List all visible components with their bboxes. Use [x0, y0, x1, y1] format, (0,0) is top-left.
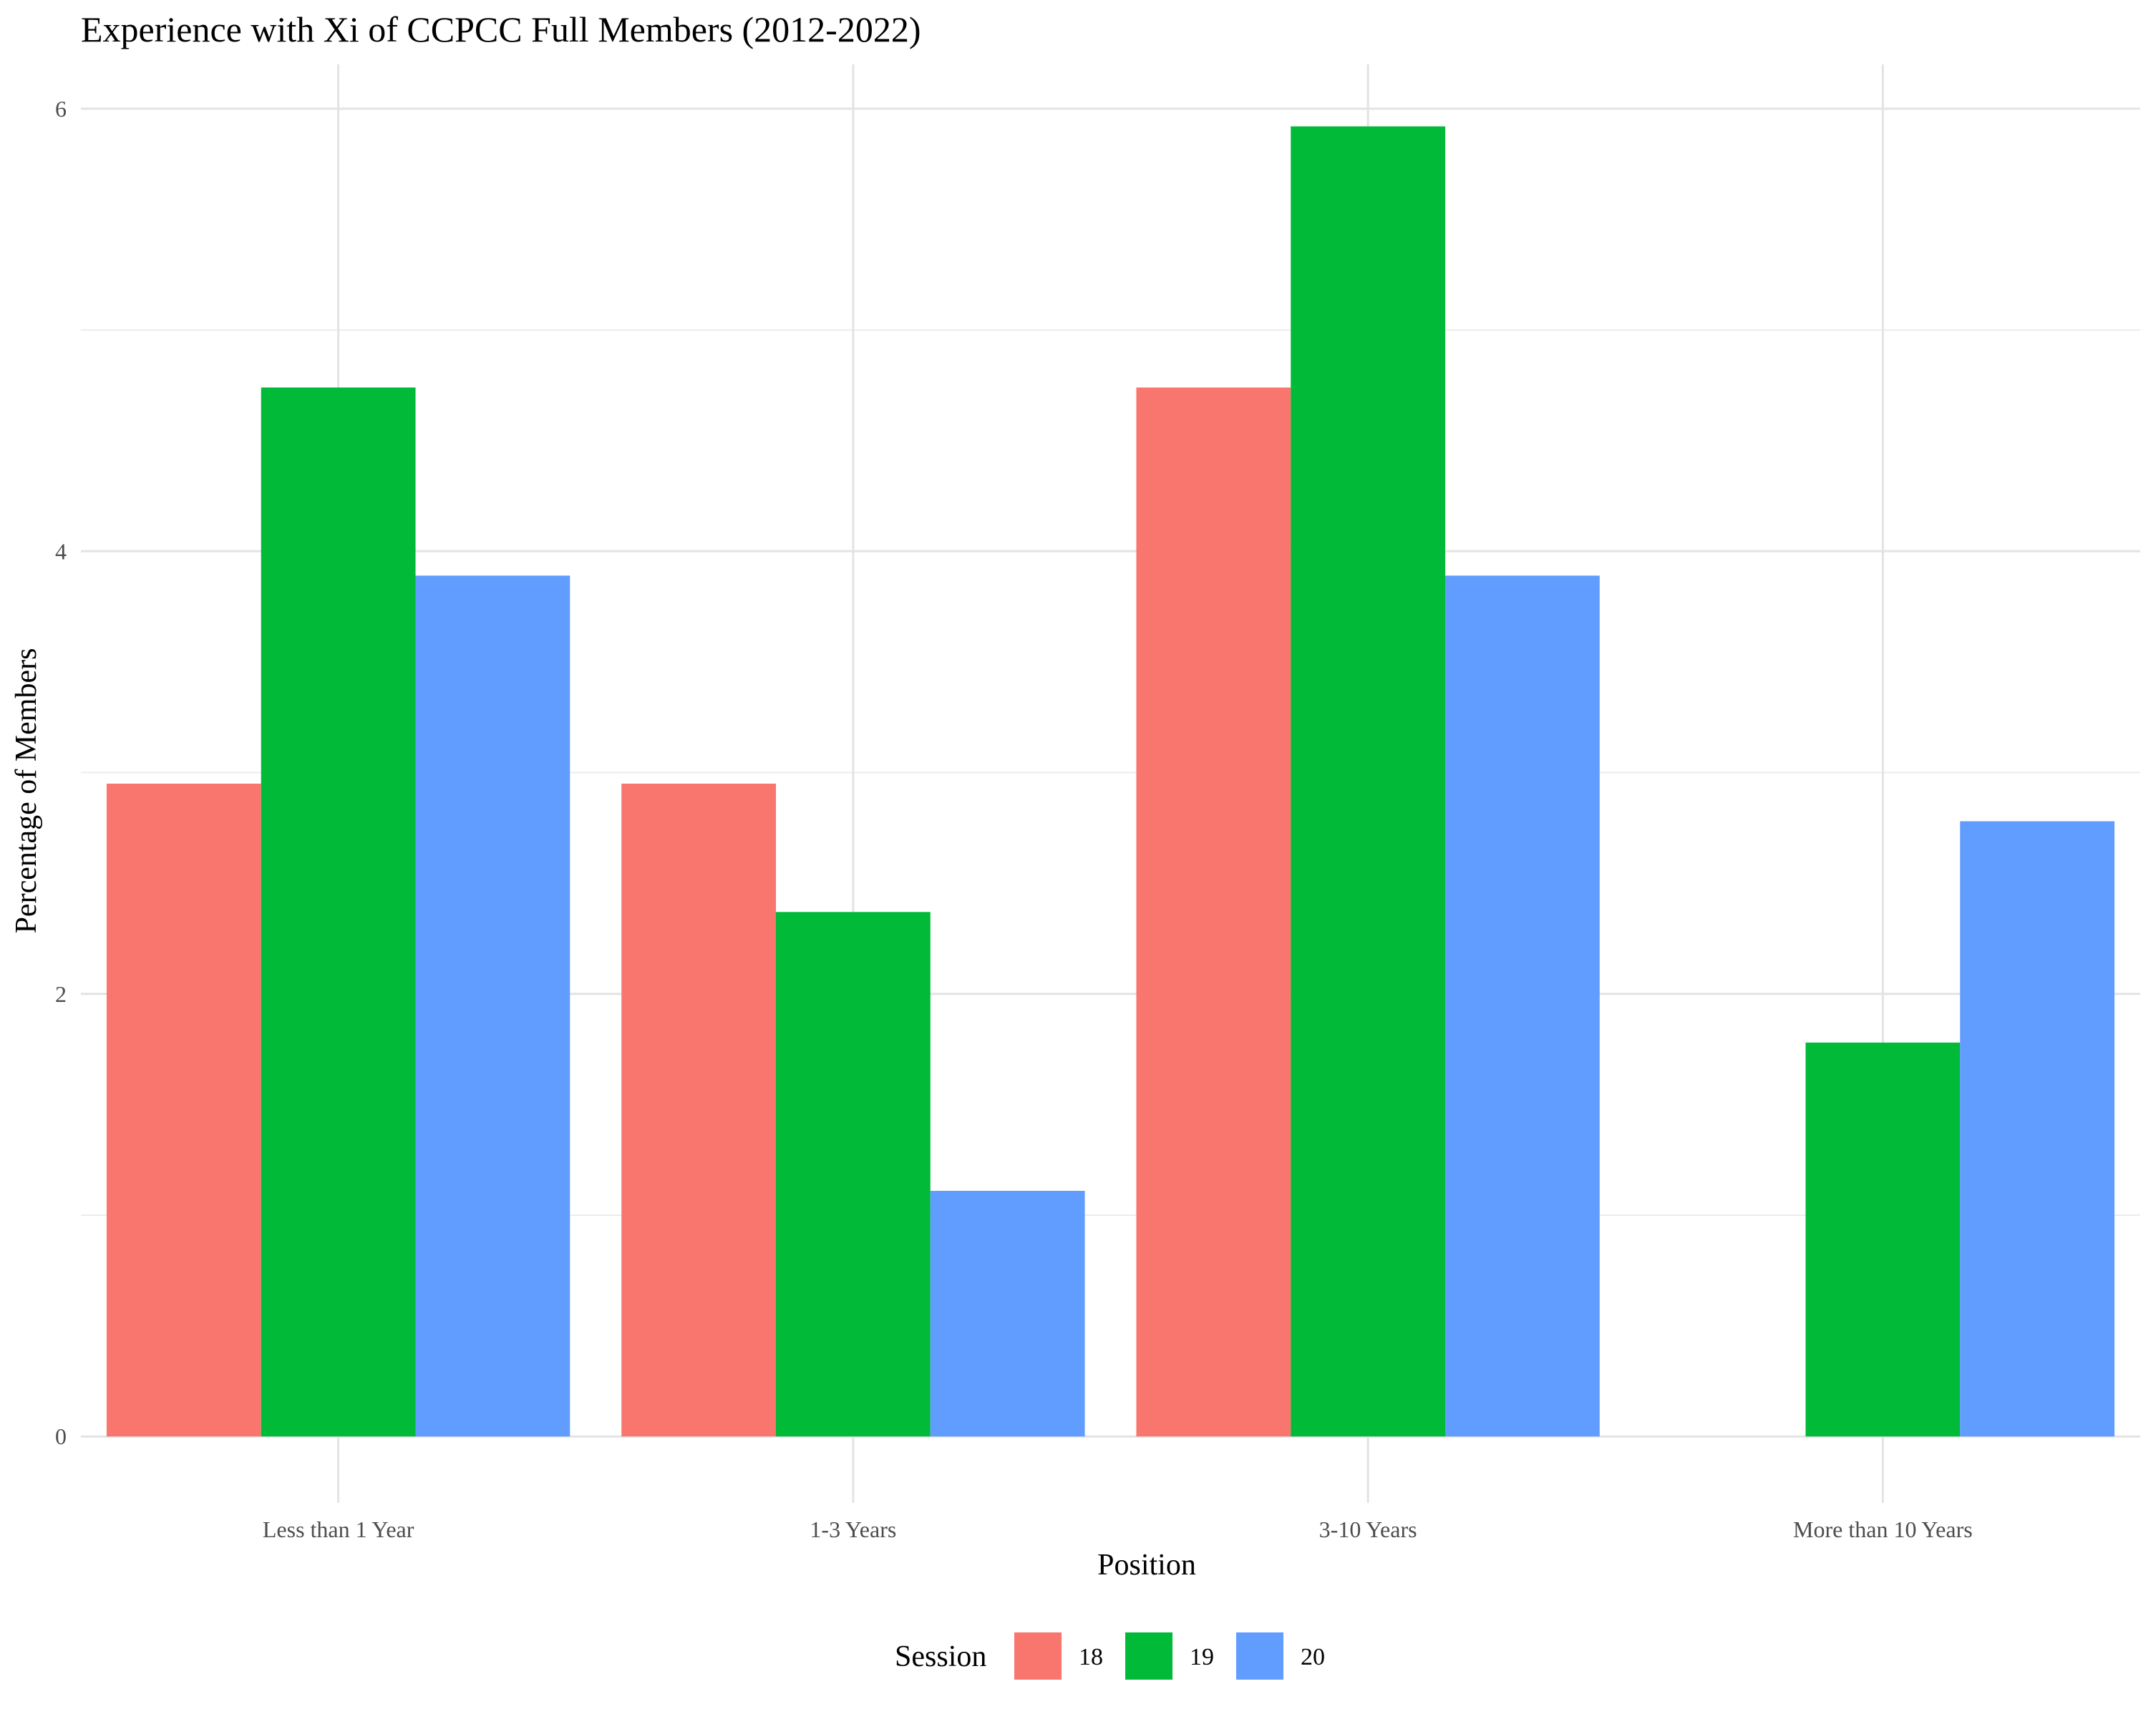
bar-session-20-less-than-1-year — [415, 575, 570, 1437]
legend-label: 18 — [1079, 1644, 1103, 1670]
bar-session-20-3-10-years — [1445, 575, 1600, 1437]
bar-session-20-more-than-10-years — [1960, 821, 2115, 1437]
bar-session-19-more-than-10-years — [1805, 1042, 1961, 1437]
x-axis-ticks: Less than 1 Year 1-3 Years 3-10 Years More … — [263, 1516, 1973, 1542]
bars — [106, 126, 2115, 1437]
bar-session-19-3-10-years — [1291, 126, 1446, 1437]
y-axis-title: Percentage of Members — [10, 648, 43, 934]
x-tick-label: 1-3 Years — [810, 1516, 896, 1542]
x-tick-label: Less than 1 Year — [263, 1516, 414, 1542]
y-tick-label: 0 — [55, 1423, 67, 1449]
bar-session-18-3-10-years — [1136, 387, 1291, 1437]
x-tick-label: More than 10 Years — [1793, 1516, 1973, 1542]
legend-key-20 — [1236, 1632, 1283, 1680]
bar-session-20-1-3-years — [930, 1190, 1085, 1437]
bar-session-19-less-than-1-year — [261, 387, 416, 1437]
y-tick-label: 4 — [55, 538, 67, 564]
bar-session-18-less-than-1-year — [106, 784, 261, 1437]
bar-session-19-1-3-years — [775, 912, 931, 1437]
legend-label: 20 — [1301, 1644, 1325, 1670]
legend-key-18 — [1014, 1632, 1062, 1680]
bar-session-18-1-3-years — [621, 784, 776, 1437]
legend-items: 18 19 20 — [1014, 1632, 1325, 1680]
legend-key-19 — [1125, 1632, 1172, 1680]
y-tick-label: 2 — [55, 981, 67, 1007]
legend-title: Session — [895, 1640, 986, 1673]
x-axis-title: Position — [1097, 1549, 1196, 1582]
chart-title: Experience with Xi of CCPCC Full Members… — [81, 9, 921, 49]
y-tick-label: 6 — [55, 96, 67, 122]
legend: Session 18 19 20 — [895, 1632, 1325, 1680]
x-tick-label: 3-10 Years — [1319, 1516, 1417, 1542]
legend-label: 19 — [1190, 1644, 1214, 1670]
y-axis-ticks: 0 2 4 6 — [55, 96, 67, 1449]
